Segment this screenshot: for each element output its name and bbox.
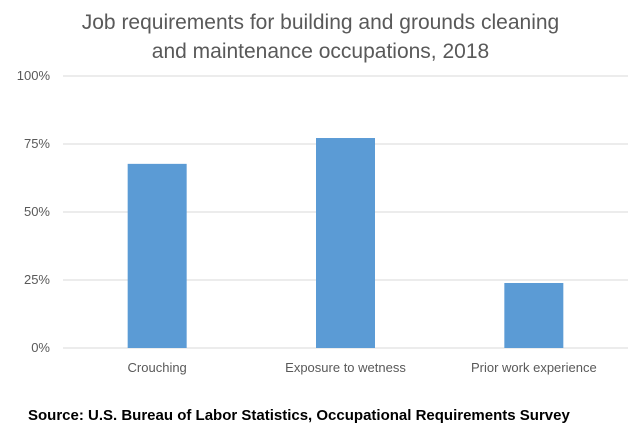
y-tick-label-50: 50%: [24, 204, 50, 219]
chart-title: Job requirements for building and ground…: [0, 8, 641, 66]
x-tick-label-prior-work-experience: Prior work experience: [471, 360, 597, 375]
y-tick-label-25: 25%: [24, 272, 50, 287]
source-note: Source: U.S. Bureau of Labor Statistics,…: [28, 407, 570, 424]
chart-title-line-1: Job requirements for building and ground…: [81, 11, 560, 34]
x-tick-label-crouching: Crouching: [128, 360, 187, 375]
bar-exposure-to-wetness: [316, 138, 375, 348]
x-tick-label-exposure-to-wetness: Exposure to wetness: [285, 360, 406, 375]
y-tick-label-0: 0%: [31, 340, 50, 355]
bar-chart: 0% 25% 50% 75% 100% Crouching Exposure to wetn…: [17, 68, 628, 375]
bar-crouching: [127, 163, 187, 348]
y-tick-label-75: 75%: [24, 136, 50, 151]
bar-prior-work-experience: [504, 282, 564, 348]
chart-title-line-2: and maintenance occupations, 2018: [151, 40, 490, 63]
y-tick-label-100: 100%: [17, 68, 51, 83]
